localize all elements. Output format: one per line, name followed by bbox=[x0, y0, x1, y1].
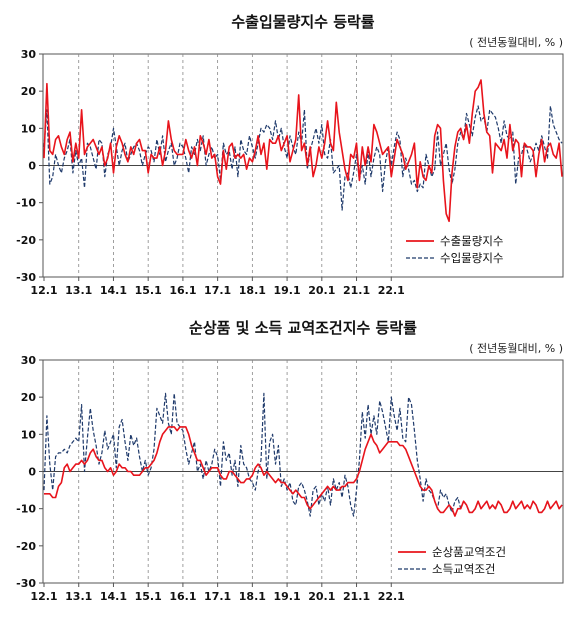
legend-label-1: 수출물량지수 bbox=[440, 234, 503, 248]
x-tick-label: 13.1 bbox=[65, 590, 92, 603]
x-tick-label: 16.1 bbox=[169, 590, 196, 603]
x-tick-label: 17.1 bbox=[204, 284, 231, 297]
x-tick-label: 20.1 bbox=[308, 590, 335, 603]
legend-label-2: 수입물량지수 bbox=[440, 251, 503, 265]
x-tick-label: 17.1 bbox=[204, 590, 231, 603]
chart-panel-2: 순상품 및 소득 교역조건지수 등락률 ( 전년동월대비, % ) 30 20 10 0 -… bbox=[16, 319, 564, 603]
y-tick-label: 0 bbox=[28, 466, 36, 479]
y-tick-label: 30 bbox=[21, 354, 37, 367]
chart-title: 순상품 및 소득 교역조건지수 등락률 bbox=[189, 319, 417, 337]
x-tick-label: 16.1 bbox=[169, 284, 196, 297]
x-tick-label: 21.1 bbox=[343, 590, 370, 603]
series-line-1 bbox=[43, 79, 563, 223]
chart-panel-1: 수출입물량지수 등락률 ( 전년동월대비, % ) 30 20 10 0 -10 -20 -30… bbox=[16, 13, 564, 297]
legend-label-2: 소득교역조건 bbox=[432, 562, 495, 576]
y-tick-label: -30 bbox=[16, 577, 36, 590]
y-tick-label: 10 bbox=[21, 122, 37, 135]
y-tick-label: 30 bbox=[21, 48, 37, 61]
x-tick-label: 14.1 bbox=[100, 284, 127, 297]
y-tick-label: -30 bbox=[16, 271, 36, 284]
chart-title: 수출입물량지수 등락률 bbox=[231, 13, 374, 31]
y-tick-label: 10 bbox=[21, 428, 37, 441]
x-tick-label: 21.1 bbox=[343, 284, 370, 297]
unit-note: ( 전년동월대비, % ) bbox=[469, 342, 563, 355]
x-tick-label: 20.1 bbox=[308, 284, 335, 297]
x-tick-label: 18.1 bbox=[239, 590, 266, 603]
y-tick-label: 20 bbox=[21, 85, 37, 98]
x-tick-label: 15.1 bbox=[135, 284, 162, 297]
x-tick-label: 22.1 bbox=[378, 284, 405, 297]
y-tick-label: 0 bbox=[28, 160, 36, 173]
y-tick-label: -10 bbox=[16, 197, 36, 210]
x-tick-label: 14.1 bbox=[100, 590, 127, 603]
y-tick-label: -10 bbox=[16, 503, 36, 516]
y-tick-label: -20 bbox=[16, 540, 36, 553]
x-tick-label: 19.1 bbox=[274, 590, 301, 603]
x-tick-label: 15.1 bbox=[135, 590, 162, 603]
series-line-1 bbox=[44, 426, 563, 517]
y-tick-label: -20 bbox=[16, 234, 36, 247]
x-tick-label: 19.1 bbox=[274, 284, 301, 297]
x-tick-label: 18.1 bbox=[239, 284, 266, 297]
series-line-2 bbox=[43, 105, 563, 211]
x-tick-label: 13.1 bbox=[65, 284, 92, 297]
legend-label-1: 순상품교역조건 bbox=[432, 545, 506, 559]
x-tick-label: 12.1 bbox=[30, 590, 57, 603]
x-tick-label: 22.1 bbox=[378, 590, 405, 603]
unit-note: ( 전년동월대비, % ) bbox=[469, 36, 563, 49]
x-tick-label: 12.1 bbox=[30, 284, 57, 297]
y-tick-label: 20 bbox=[21, 391, 37, 404]
